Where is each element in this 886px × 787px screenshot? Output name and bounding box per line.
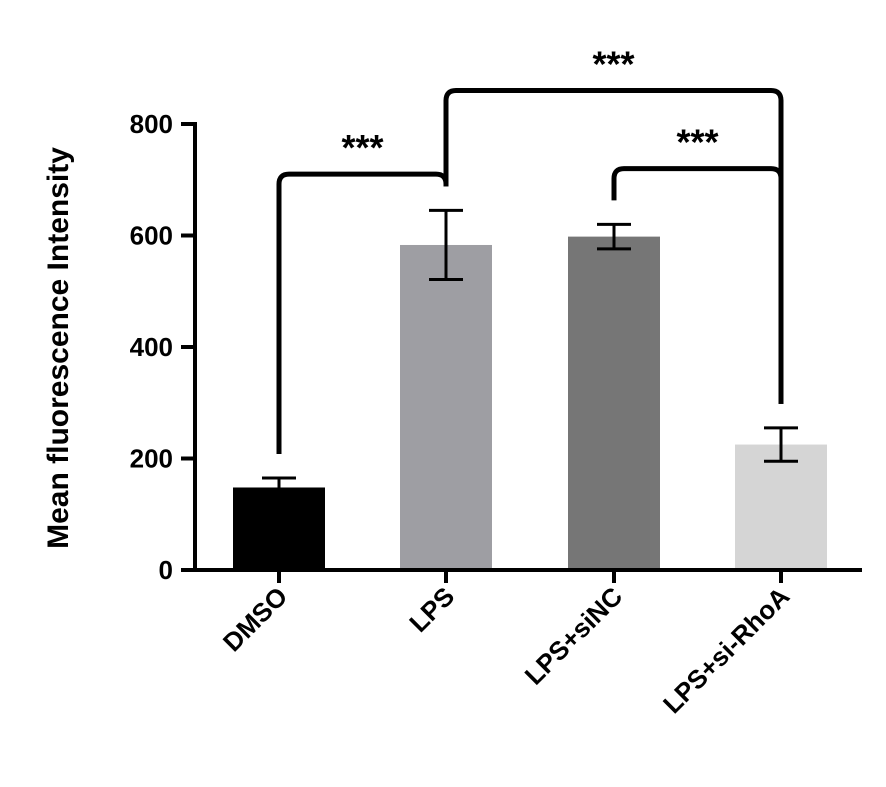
x-category-label: LPS+si-RhoA <box>657 581 795 719</box>
x-category-label: LPS <box>403 581 460 638</box>
bar <box>568 236 660 571</box>
x-category-label: DMSO <box>217 581 293 657</box>
significance-label: *** <box>676 122 718 163</box>
bar <box>233 487 325 570</box>
x-axis: DMSO LPS LPS+siNC LPS+si-RhoA <box>193 568 862 719</box>
significance-bracket <box>611 166 784 404</box>
significance-bracket <box>443 88 784 404</box>
y-tick-label: 800 <box>130 109 173 139</box>
y-axis: 0 200 400 600 800 <box>130 109 197 585</box>
y-tick-label: 0 <box>159 555 173 585</box>
x-category-label: LPS+siNC <box>519 581 629 691</box>
y-tick-label: 600 <box>130 221 173 251</box>
y-tick-label: 400 <box>130 332 173 362</box>
error-bars-group <box>262 208 798 499</box>
y-axis-title: Mean fluorescence Intensity <box>42 147 75 549</box>
y-tick-label: 200 <box>130 444 173 474</box>
bars-group <box>233 236 827 571</box>
significance-label: *** <box>341 127 383 168</box>
bar <box>735 444 827 570</box>
significance-label: *** <box>592 44 634 85</box>
bar <box>400 244 492 571</box>
significance-brackets: *** *** *** <box>276 44 784 455</box>
